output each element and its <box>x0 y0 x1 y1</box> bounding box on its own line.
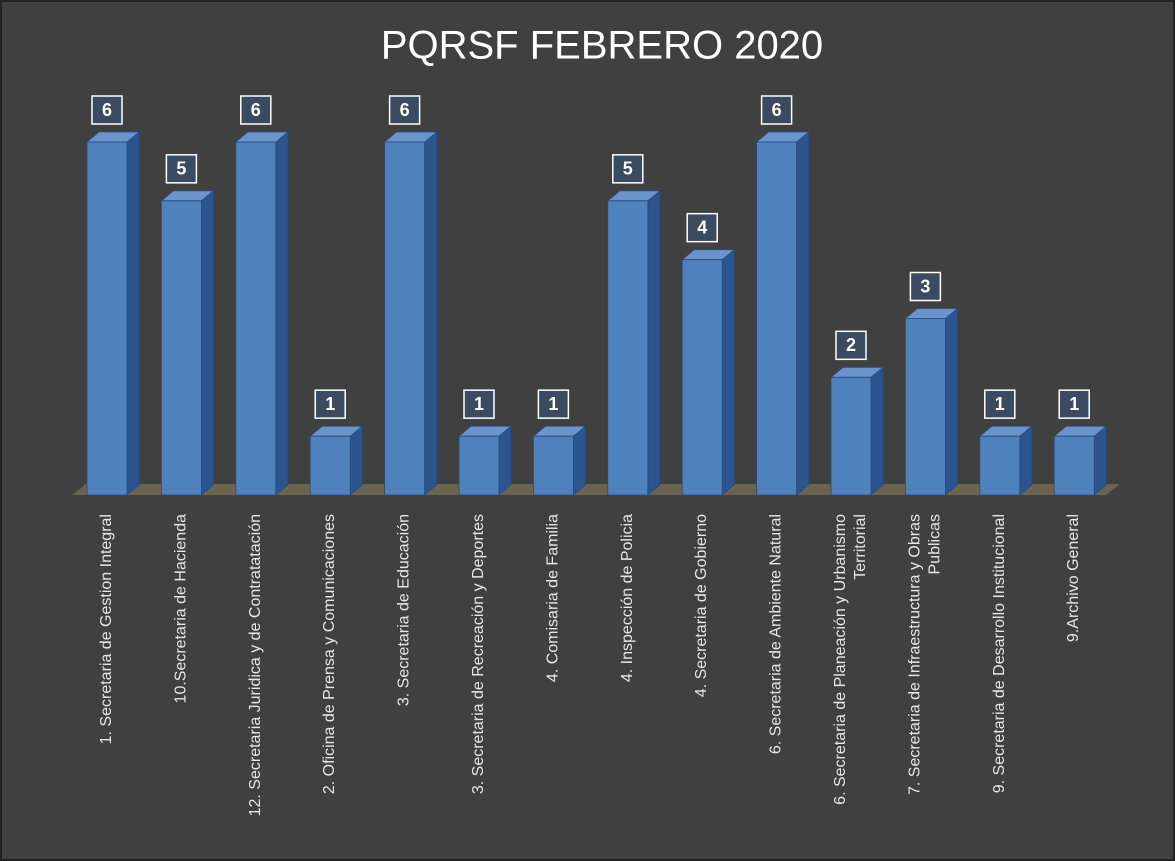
value-label: 6 <box>400 100 410 120</box>
bar <box>234 131 289 496</box>
bar-front <box>681 259 723 496</box>
bar-front <box>905 318 946 496</box>
bar <box>755 131 810 496</box>
value-label-box <box>165 154 198 184</box>
bar-front <box>607 200 649 496</box>
bar <box>85 131 141 496</box>
value-label: 6 <box>772 100 782 120</box>
value-label: 4 <box>697 217 707 237</box>
x-tick-label: 9.Archivo General <box>1065 514 1083 643</box>
bar-side <box>275 131 289 496</box>
bar-front <box>830 376 872 496</box>
value-label: 1 <box>1069 394 1079 414</box>
bar-front <box>309 435 351 496</box>
bar-side <box>796 131 809 496</box>
value-label-box <box>1058 389 1090 419</box>
x-tick-label: 12. Secretaria Juridica y de Contratatac… <box>246 514 264 817</box>
value-label: 6 <box>102 100 112 120</box>
bar <box>457 425 513 496</box>
value-label: 5 <box>623 159 633 179</box>
x-tick-label: 1. Secretaria de Gestion Integral <box>98 514 115 745</box>
value-label: 6 <box>251 100 261 120</box>
bar-front <box>756 141 797 496</box>
bar-side <box>945 307 958 496</box>
x-tick-label: 6. Secretaria de Planeación y Urbanismo … <box>832 514 869 805</box>
bar-side <box>498 425 512 496</box>
x-tick-label: 7. Secretaria de Infraestructura y Obras… <box>906 514 944 796</box>
bar <box>383 131 438 496</box>
value-label-box <box>388 95 421 125</box>
x-tick-label: 3. Secretaria de Recreación y Deportes <box>470 514 487 795</box>
bar-front <box>235 141 277 496</box>
x-tick-label: 4. Inspección de Policia <box>618 514 636 683</box>
chart-title: PQRSF FEBRERO 2020 <box>381 24 823 68</box>
bar-side <box>573 425 586 496</box>
value-label-box <box>760 95 793 125</box>
x-tick-label: 4. Comisaria de Familia <box>544 514 562 683</box>
value-label-box <box>686 212 718 243</box>
value-label-box <box>463 389 495 419</box>
floor <box>72 484 1120 495</box>
bar-front <box>458 435 500 496</box>
bar <box>160 189 215 496</box>
bar-front <box>86 141 128 496</box>
value-label: 1 <box>474 394 484 414</box>
x-tick-label: 9. Secretaria de Desarrollo Instituciona… <box>990 514 1008 794</box>
bar <box>606 189 661 496</box>
bar-front <box>160 200 202 496</box>
value-label-box <box>240 95 272 125</box>
value-label-box <box>612 154 644 184</box>
value-label-box <box>984 389 1016 419</box>
bar-side <box>1093 425 1107 496</box>
bar <box>1053 425 1108 496</box>
value-label: 1 <box>548 394 558 414</box>
bar-side <box>349 425 363 496</box>
x-tick-label: 6. Secretaria de Ambiente Natural <box>767 514 785 755</box>
value-label: 1 <box>995 394 1005 414</box>
x-tick-label: 2. Oficina de Prensa y Comunicaciones <box>321 514 339 795</box>
bar <box>532 425 587 496</box>
value-label: 2 <box>846 335 856 355</box>
bar-side <box>424 131 438 496</box>
value-label: 5 <box>176 159 186 179</box>
value-label: 1 <box>325 394 335 414</box>
bar-front <box>979 435 1021 496</box>
value-label-box <box>91 95 123 125</box>
bar-side <box>721 248 735 496</box>
x-tick-label: 3. Secretaria de Educación <box>395 514 413 707</box>
bar <box>978 425 1033 496</box>
value-label-box <box>835 330 867 361</box>
value-label: 3 <box>920 276 930 296</box>
bar-side <box>647 189 661 496</box>
bar-side <box>126 131 140 496</box>
bar-front <box>533 435 574 496</box>
bar <box>681 248 736 496</box>
bar-side <box>200 189 214 496</box>
value-label-box <box>314 389 346 419</box>
bar <box>309 425 364 496</box>
x-tick-label: 10.Secretaria de Hacienda <box>172 514 190 704</box>
bar-front <box>384 141 426 496</box>
value-label-box <box>537 389 570 419</box>
bar <box>829 366 885 496</box>
bar-front <box>1053 435 1095 496</box>
value-label-box <box>909 271 942 302</box>
bar-side <box>1019 425 1033 496</box>
x-tick-label: 4. Secretaria de Gobierno <box>693 514 711 698</box>
bar-side <box>870 366 884 496</box>
bar <box>904 307 959 496</box>
